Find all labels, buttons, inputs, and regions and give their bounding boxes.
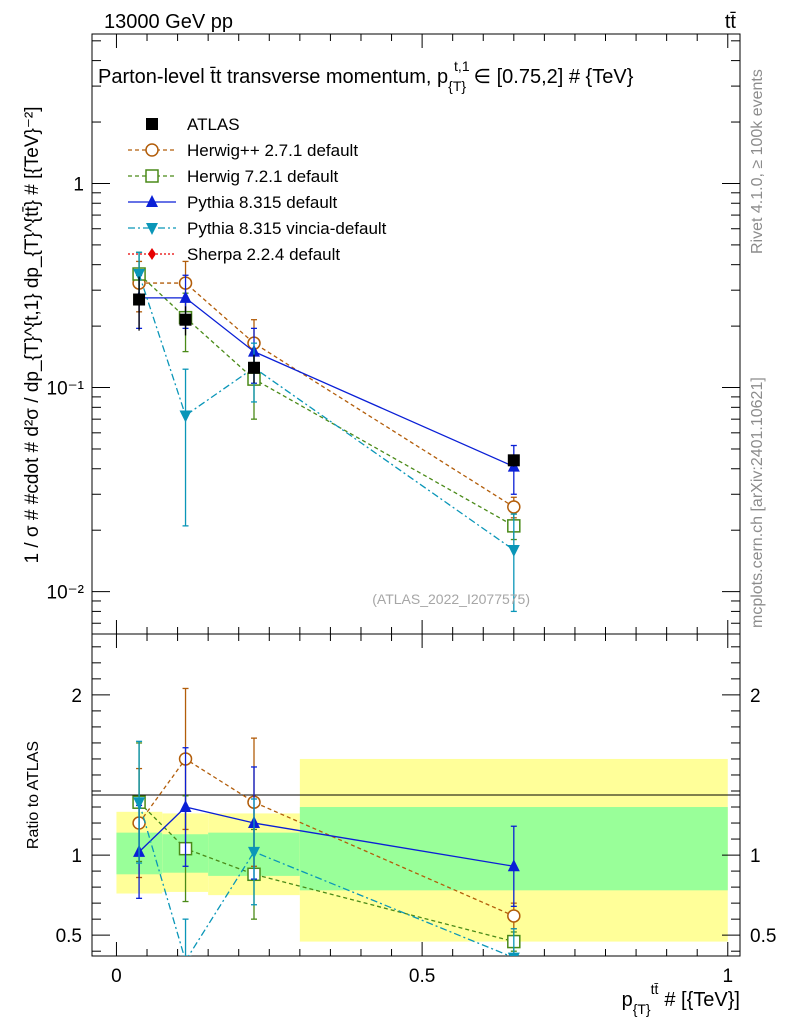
- x-tick-label: 0: [111, 966, 122, 987]
- ratio-point-pythia-8-315-vincia-default: [248, 846, 260, 859]
- legend-marker-herwig-2-7-1-default: [145, 143, 159, 157]
- ratio-line-herwig-7-2-1-default: [138, 801, 514, 943]
- ratio-line-herwig-2-7-1-default: [138, 758, 515, 917]
- ratio-tick-label: 0.5: [750, 926, 776, 947]
- series-point-herwig-2-7-1-default: [507, 500, 521, 514]
- legend-label-atlas: ATLAS: [187, 115, 240, 134]
- ratio-tick-label: 1: [71, 846, 82, 867]
- axes: 0 0.5 1 10⁻² 10⁻¹ 1 0.5 0.5 1 1 2 2: [47, 34, 776, 987]
- series-line-pythia-8-315-vincia-default: [138, 273, 515, 551]
- series-point-pythia-8-315-vincia-default: [507, 544, 520, 557]
- x-axis-label: p{T}tt̄ # [{TeV}]: [622, 981, 740, 1017]
- ratio-point-herwig-2-7-1-default: [507, 909, 521, 923]
- ratio-plot: [132, 687, 521, 956]
- energy-label: 13000 GeV pp: [104, 11, 233, 33]
- ratio-bands: [116, 758, 728, 942]
- data-point: [248, 361, 260, 374]
- rivet-label: Rivet 4.1.0, ≥ 100k events: [749, 69, 766, 254]
- ratio-point-pythia-8-315-default: [179, 800, 192, 813]
- y-tick-label: 10⁻²: [47, 583, 85, 604]
- data-point: [507, 454, 520, 467]
- y-axis-label: 1 / σ # #cdot # d²σ / dp_{T}^{t,1} dp_{T…: [22, 107, 43, 564]
- ratio-tick-label: 0.5: [56, 926, 82, 947]
- ratio-tick-label: 2: [750, 686, 761, 707]
- series-point-pythia-8-315-default: [179, 290, 192, 303]
- ratio-tick-label: 1: [750, 846, 761, 867]
- chart-title: Parton-level t̄t transverse momentum, p{…: [98, 58, 634, 94]
- series-point-pythia-8-315-vincia-default: [179, 410, 192, 423]
- ratio-line-pythia-8-315-vincia-default: [138, 802, 512, 956]
- legend-marker-pythia-8-315-default: [146, 195, 158, 207]
- x-tick-label: 1: [722, 966, 733, 987]
- legend-label-pythia-8-315-vincia-default: Pythia 8.315 vincia-default: [187, 219, 387, 238]
- series-line-pythia-8-315-default: [139, 297, 515, 468]
- ratio-point-pythia-8-315-default: [507, 859, 520, 872]
- ratio-point-pythia-8-315-vincia-default: [179, 955, 192, 956]
- legend-label-pythia-8-315-default: Pythia 8.315 default: [187, 193, 338, 212]
- legend-marker-pythia-8-315-vincia-default: [146, 223, 158, 235]
- legend-label-herwig-2-7-1-default: Herwig++ 2.7.1 default: [187, 141, 358, 160]
- ratio-point-pythia-8-315-vincia-default: [133, 797, 146, 810]
- series-line-herwig-2-7-1-default: [139, 282, 515, 508]
- ratio-line-pythia-8-315-default: [138, 806, 514, 867]
- legend-marker-atlas: [146, 118, 158, 130]
- legend: ATLAS Herwig++ 2.7.1 default Herwig 7.2.1 …: [128, 115, 387, 264]
- source-label: mcplots.cern.ch [arXiv:2401.10621]: [749, 377, 766, 628]
- y-tick-label: 10⁻¹: [47, 379, 85, 400]
- series-line-herwig-7-2-1-default: [138, 273, 515, 527]
- series-point-pythia-8-315-vincia-default: [133, 269, 146, 282]
- legend-marker-herwig-7-2-1-default: [145, 169, 159, 183]
- ratio-y-axis-label: Ratio to ATLAS: [25, 741, 42, 849]
- data-point: [179, 313, 192, 326]
- legend-label-sherpa-2-2-4-default: Sherpa 2.2.4 default: [187, 245, 340, 264]
- main-plot: [132, 251, 521, 613]
- x-tick-label: 0.5: [409, 966, 435, 987]
- watermark: (ATLAS_2022_I2077575): [372, 591, 530, 607]
- ratio-point-pythia-8-315-vincia-default: [507, 952, 520, 956]
- data-point: [133, 293, 146, 306]
- legend-marker-sherpa-2-2-4-default: [148, 248, 156, 260]
- process-label: tt̄: [725, 11, 737, 33]
- y-tick-label: 1: [73, 174, 84, 195]
- legend-label-herwig-7-2-1-default: Herwig 7.2.1 default: [187, 167, 338, 186]
- ratio-tick-label: 2: [71, 686, 82, 707]
